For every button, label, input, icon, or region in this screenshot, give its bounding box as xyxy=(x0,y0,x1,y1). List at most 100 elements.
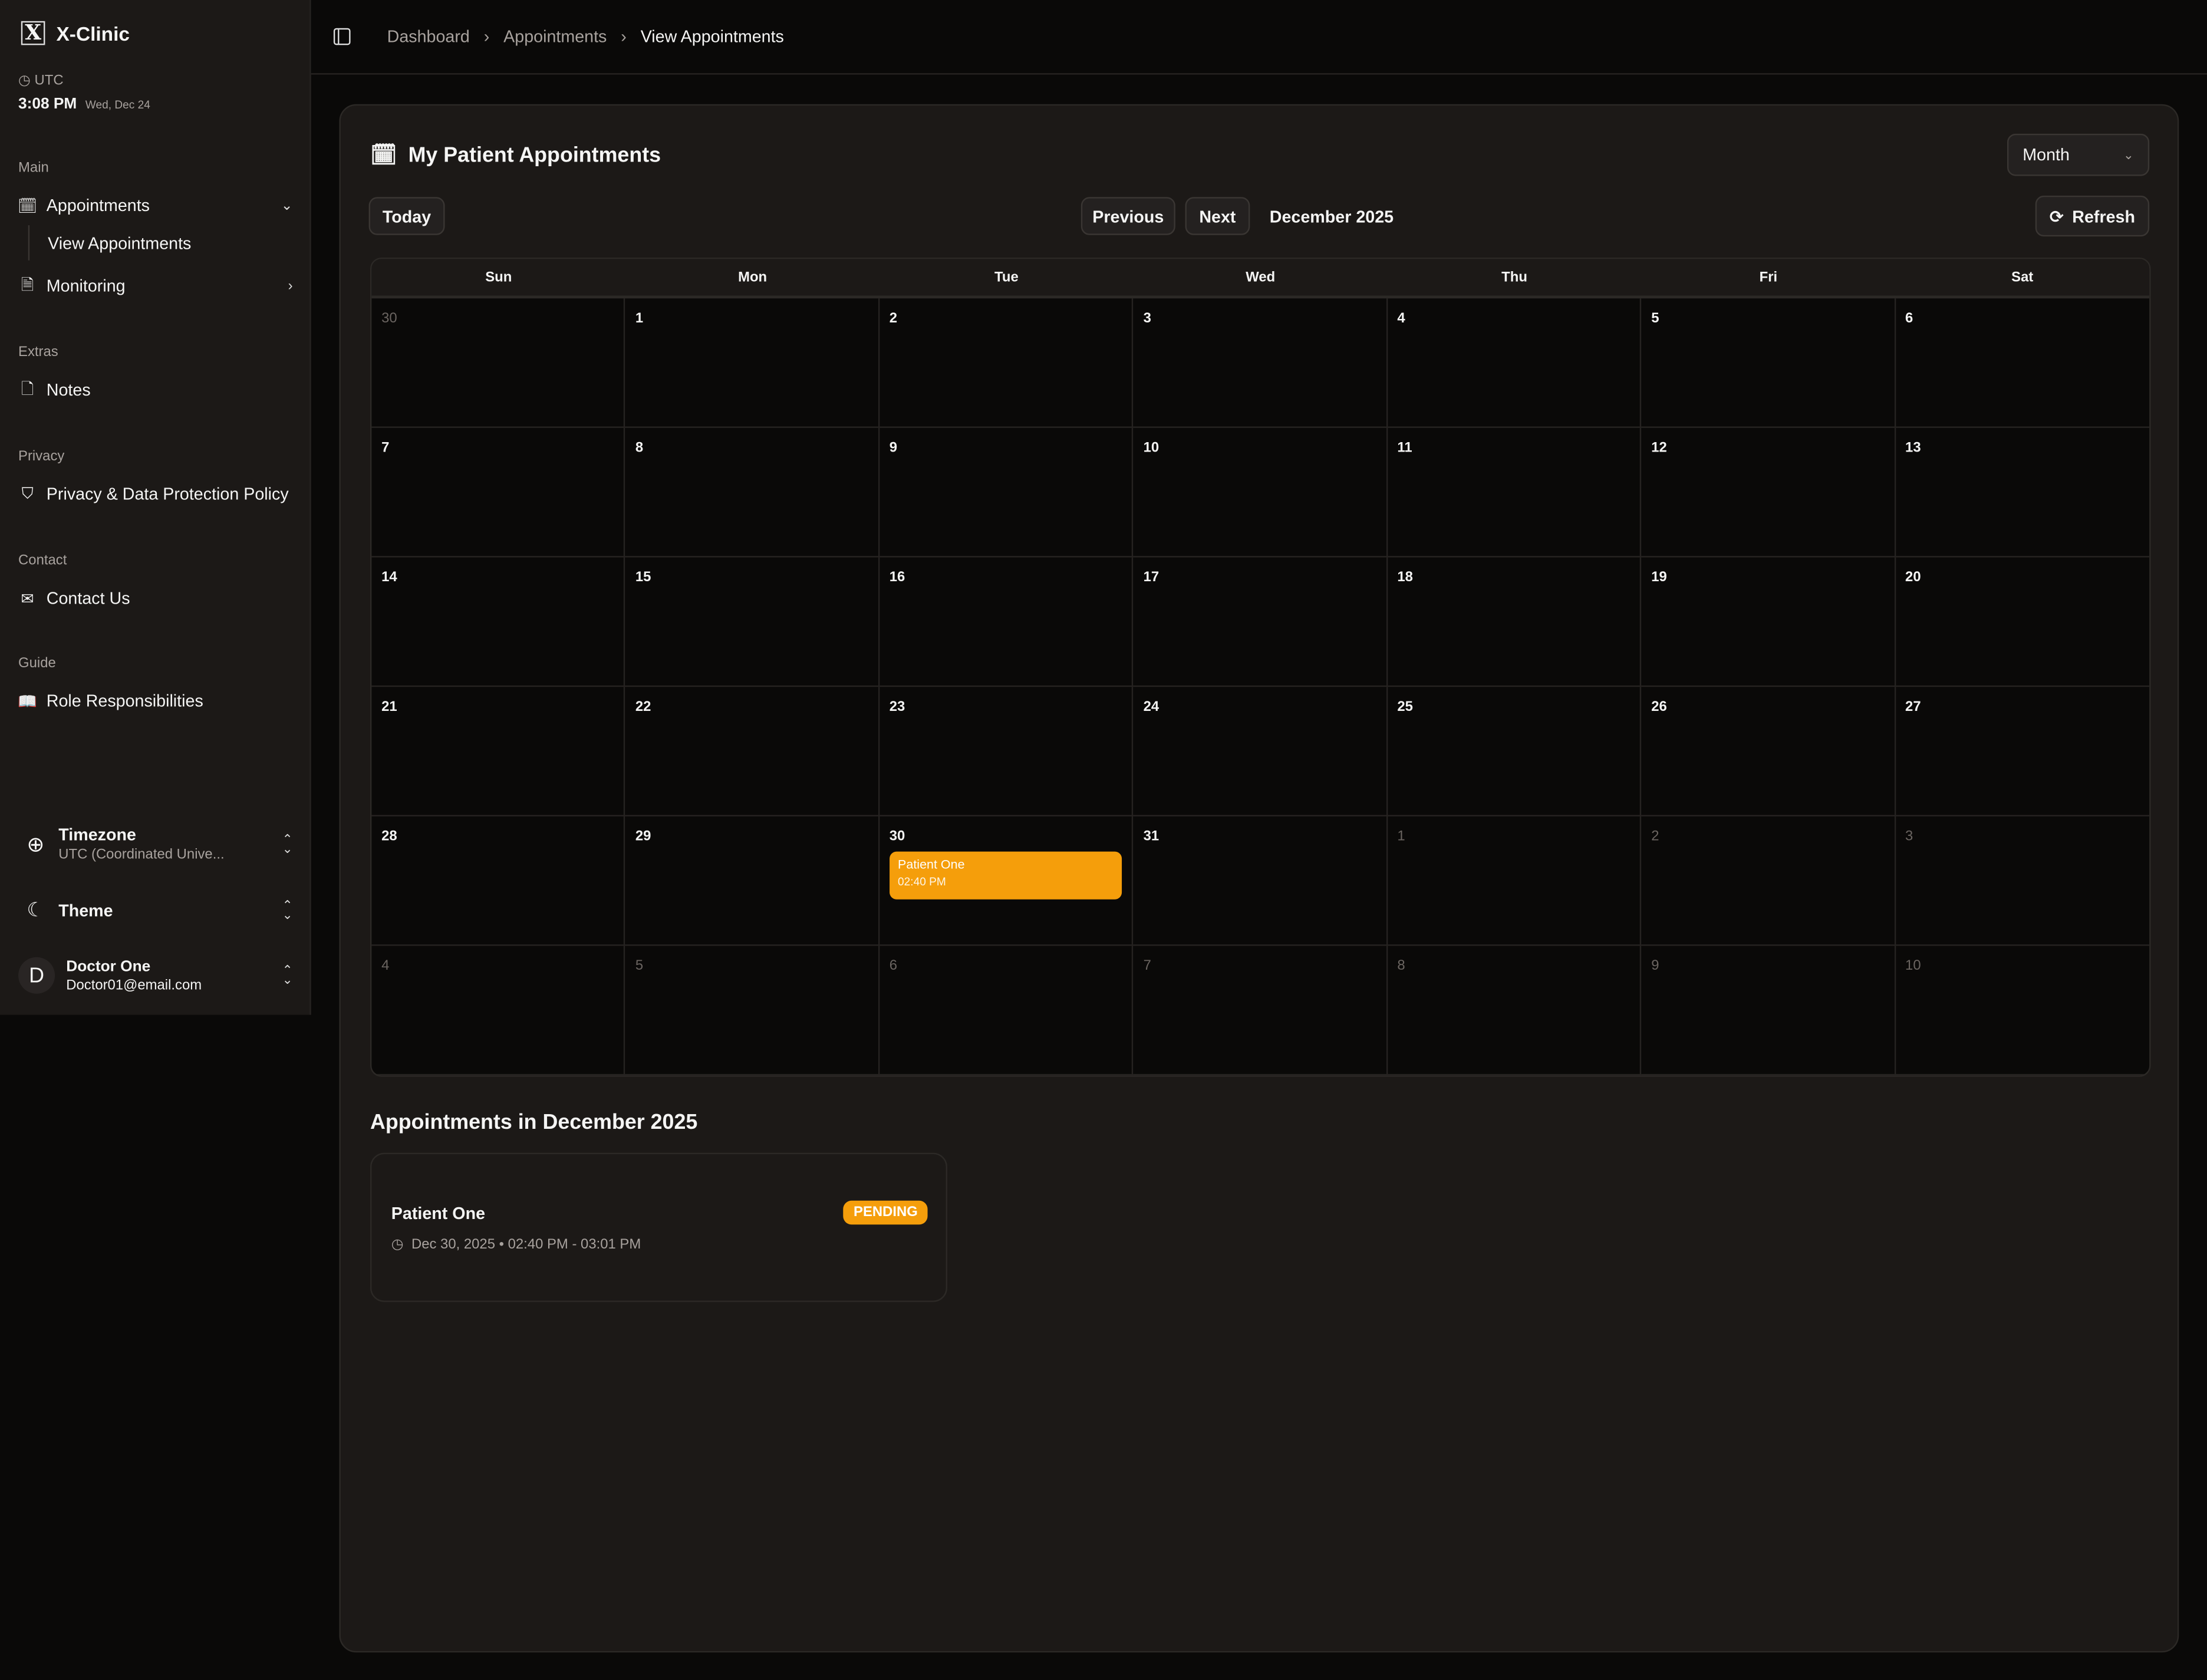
chevron-down-icon: ⌄ xyxy=(2123,147,2134,162)
sidebar-item-notes[interactable]: 🗋 Notes xyxy=(18,380,293,400)
calendar-day-cell[interactable]: 30 xyxy=(371,298,626,428)
section-main: Main xyxy=(18,160,49,176)
theme-label: Theme xyxy=(58,900,113,920)
calendar-day-cell[interactable]: 21 xyxy=(371,687,626,816)
refresh-icon: ⟳ xyxy=(2049,206,2064,226)
sidebar-item-monitoring[interactable]: 🗎 Monitoring › xyxy=(18,276,293,295)
calendar-day-cell[interactable]: 25 xyxy=(1387,687,1642,816)
calendar-event[interactable]: Patient One 02:40 PM xyxy=(889,851,1122,900)
calendar-day-cell[interactable]: 13 xyxy=(1895,428,2150,558)
previous-button[interactable]: Previous xyxy=(1081,197,1175,235)
calendar-day-cell[interactable]: 28 xyxy=(371,816,626,946)
calendar-day-cell[interactable]: 1 xyxy=(625,298,880,428)
user-email: Doctor01@email.com xyxy=(66,977,202,993)
breadcrumb: Dashboard › Appointments › View Appointmen… xyxy=(387,27,784,46)
calendar-day-cell[interactable]: 7 xyxy=(1133,946,1388,1076)
calendar-day-cell[interactable]: 10 xyxy=(1133,427,1388,558)
sidebar-toggle-icon[interactable] xyxy=(333,28,351,45)
x-logo-icon: X xyxy=(21,21,45,45)
calendar-day-cell[interactable]: 26 xyxy=(1641,687,1896,816)
calendar-day-cell[interactable]: 2 xyxy=(879,298,1134,428)
day-number: 31 xyxy=(1143,829,1160,845)
weekday-sun: Sun xyxy=(485,270,512,286)
day-number: 5 xyxy=(1651,311,1659,327)
sidebar-item-view-appointments[interactable]: View Appointments xyxy=(48,233,192,253)
app-logo[interactable]: X X-Clinic xyxy=(21,21,130,45)
breadcrumb-appointments[interactable]: Appointments xyxy=(503,27,607,47)
calendar-day-cell[interactable]: 9 xyxy=(1641,946,1896,1076)
calendar-day-cell[interactable]: 1 xyxy=(1387,816,1642,946)
calendar-day-cell[interactable]: 18 xyxy=(1387,557,1642,687)
day-number: 15 xyxy=(635,570,651,586)
section-extras: Extras xyxy=(18,345,58,361)
next-button[interactable]: Next xyxy=(1185,197,1250,235)
day-number: 21 xyxy=(381,699,397,716)
page-title: 🗓 My Patient Appointments xyxy=(370,142,661,167)
calendar-day-cell[interactable]: 29 xyxy=(625,816,880,946)
calendar-day-cell[interactable]: 7 xyxy=(371,427,626,558)
top-header: Dashboard › Appointments › View Appointmen… xyxy=(311,0,2207,75)
calendar-day-cell[interactable]: 27 xyxy=(1895,687,2150,816)
day-number: 8 xyxy=(635,440,644,456)
day-number: 2 xyxy=(889,311,897,327)
event-time: 02:40 PM xyxy=(898,875,946,888)
sidebar-item-appointments[interactable]: 🗓 Appointments ⌄ xyxy=(18,196,293,215)
calendar-day-cell[interactable]: 20 xyxy=(1895,558,2150,687)
day-number: 12 xyxy=(1651,440,1667,456)
day-number: 13 xyxy=(1905,440,1921,456)
calendar-day-cell[interactable]: 5 xyxy=(1641,298,1896,428)
calendar-day-cell[interactable]: 10 xyxy=(1895,946,2150,1076)
calendar-day-cell[interactable]: 3 xyxy=(1895,816,2150,946)
calendar-day-cell[interactable]: 24 xyxy=(1133,687,1388,816)
calendar-day-cell[interactable]: 23 xyxy=(879,687,1134,816)
calendar-day-cell[interactable]: 14 xyxy=(371,557,626,687)
calendar-day-cell[interactable]: 19 xyxy=(1641,557,1896,687)
section-guide: Guide xyxy=(18,655,56,671)
view-select[interactable]: Month ⌄ xyxy=(2007,133,2150,176)
day-number: 8 xyxy=(1397,958,1405,974)
calendar-day-cell[interactable]: 30 Patient One 02:40 PM xyxy=(879,816,1134,946)
user-menu[interactable]: D Doctor One Doctor01@email.com ⌃ ⌄ xyxy=(18,957,293,994)
calendar-day-cell[interactable]: 6 xyxy=(879,946,1134,1076)
timezone-selector[interactable]: ⊕ Timezone UTC (Coordinated Unive... ⌃ ⌄ xyxy=(27,825,292,862)
label: Contact Us xyxy=(46,588,130,608)
theme-selector[interactable]: ☾ Theme ⌃ ⌄ xyxy=(27,898,292,922)
sidebar-item-contact[interactable]: ✉ Contact Us xyxy=(18,588,293,608)
calendar-day-cell[interactable]: 11 xyxy=(1387,427,1642,558)
timezone-indicator: ◷ UTC xyxy=(18,73,64,88)
sidebar-item-role-responsibilities[interactable]: 📖 Role Responsibilities xyxy=(18,691,293,710)
calendar-day-cell[interactable]: 15 xyxy=(625,557,880,687)
clock-icon: ◷ xyxy=(18,73,31,89)
calendar-day-cell[interactable]: 4 xyxy=(371,946,626,1076)
day-number: 1 xyxy=(635,311,644,327)
today-button[interactable]: Today xyxy=(368,197,445,235)
refresh-button[interactable]: ⟳ Refresh xyxy=(2035,195,2150,237)
day-number: 20 xyxy=(1905,570,1921,586)
day-number: 4 xyxy=(381,958,390,974)
day-number: 18 xyxy=(1397,570,1413,586)
sidebar-item-privacy[interactable]: ⛉ Privacy & Data Protection Policy xyxy=(18,484,293,503)
calendar-day-cell[interactable]: 5 xyxy=(625,946,880,1076)
calendar-day-cell[interactable]: 22 xyxy=(625,687,880,816)
event-name: Patient One xyxy=(898,857,965,872)
breadcrumb-dashboard[interactable]: Dashboard xyxy=(387,27,470,47)
breadcrumb-current: View Appointments xyxy=(640,27,784,47)
calendar-day-cell[interactable]: 6 xyxy=(1895,298,2150,428)
calendar-day-cell[interactable]: 12 xyxy=(1641,427,1896,558)
calendar-day-cell[interactable]: 8 xyxy=(625,427,880,558)
calendar-clock-icon: 🗓 xyxy=(17,197,38,215)
calendar-day-cell[interactable]: 3 xyxy=(1133,298,1388,428)
calendar-day-cell[interactable]: 16 xyxy=(879,557,1134,687)
calendar-day-cell[interactable]: 4 xyxy=(1387,298,1642,428)
calendar-day-cell[interactable]: 17 xyxy=(1133,557,1388,687)
day-number: 27 xyxy=(1905,699,1921,716)
calendar-day-cell[interactable]: 8 xyxy=(1387,946,1642,1076)
day-number: 16 xyxy=(889,570,905,586)
appointment-card[interactable]: Patient One PENDING ◷ Dec 30, 2025 • 02:… xyxy=(370,1152,947,1302)
calendar-day-cell[interactable]: 2 xyxy=(1641,816,1896,946)
weekday-header: Sun Mon Tue Wed Thu Fri Sat xyxy=(371,259,2150,299)
calendar-day-cell[interactable]: 31 xyxy=(1133,816,1388,946)
globe-icon: ⊕ xyxy=(27,832,45,857)
status-badge: PENDING xyxy=(844,1200,928,1225)
calendar-day-cell[interactable]: 9 xyxy=(879,427,1134,558)
